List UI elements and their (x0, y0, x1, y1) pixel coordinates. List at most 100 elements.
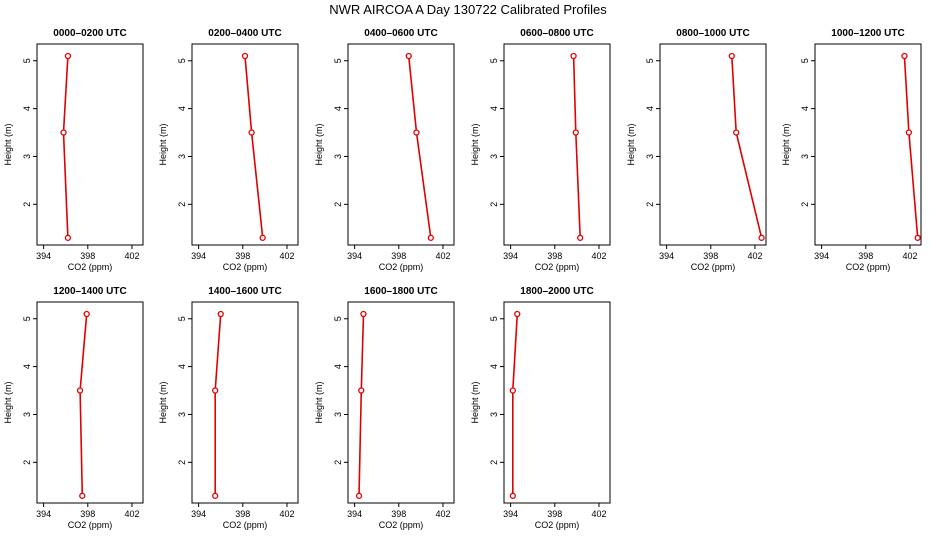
y-tick-label: 2 (333, 202, 343, 207)
y-tick-label: 2 (177, 460, 187, 465)
panel-frame (191, 43, 299, 246)
profile-line (903, 55, 919, 238)
y-tick-label: 5 (333, 316, 343, 321)
data-point (570, 52, 577, 60)
data-point (64, 52, 72, 60)
x-tick-label: 402 (124, 509, 139, 519)
x-axis-label: CO2 (ppm) (223, 520, 268, 530)
x-axis-label: CO2 (ppm) (68, 520, 113, 530)
panel-frame (36, 43, 144, 246)
y-tick-label: 3 (177, 412, 187, 417)
profile-line (244, 55, 264, 238)
x-tick-label: 398 (235, 251, 250, 261)
y-tick-label: 4 (489, 364, 499, 369)
panel-8: 1400–1600 UTC 394 398 402 2 3 4 5 CO2 (ppm) Heigh… (158, 286, 299, 530)
y-tick-label: 5 (177, 58, 187, 63)
y-tick-label: 4 (22, 106, 32, 111)
data-point (509, 387, 516, 394)
x-axis-label: CO2 (ppm) (68, 262, 113, 272)
y-axis-label: Height (m) (314, 123, 324, 165)
y-tick-label: 2 (22, 202, 32, 207)
y-tick-label: 3 (333, 154, 343, 159)
data-point (360, 310, 367, 318)
x-tick-label: 402 (279, 509, 294, 519)
x-axis-label: CO2 (ppm) (223, 262, 268, 272)
data-point (901, 52, 908, 60)
data-point (514, 310, 521, 318)
panel-1: 0000–0200 UTC 394 398 402 2 3 4 5 CO2 (ppm) Heigh… (3, 28, 144, 272)
data-point (427, 234, 434, 241)
x-tick-label: 394 (503, 509, 518, 519)
panel-frame (347, 301, 455, 504)
x-tick-label: 394 (191, 509, 206, 519)
x-tick-label: 394 (814, 251, 829, 261)
x-axis-label: CO2 (ppm) (535, 520, 580, 530)
panel-title: 0600–0800 UTC (520, 28, 593, 39)
y-tick-label: 3 (645, 154, 655, 159)
data-point (212, 387, 219, 394)
y-tick-label: 2 (22, 460, 32, 465)
data-point (758, 234, 765, 241)
x-tick-label: 394 (347, 509, 362, 519)
y-tick-label: 2 (645, 202, 655, 207)
y-tick-label: 4 (333, 106, 343, 111)
panel-2: 0200–0400 UTC 394 398 402 2 3 4 5 CO2 (ppm) Heigh… (158, 28, 299, 272)
panel-7: 1200–1400 UTC 394 398 402 2 3 4 5 CO2 (ppm) Heigh… (3, 286, 144, 530)
panel-5: 0800–1000 UTC 394 398 402 2 3 4 5 CO2 (ppm) Heigh… (626, 28, 767, 272)
panel-frame (814, 43, 922, 246)
panel-title: 0200–0400 UTC (208, 28, 281, 39)
y-tick-label: 4 (177, 106, 187, 111)
x-tick-label: 402 (279, 251, 294, 261)
profile-line (358, 313, 365, 496)
y-tick-label: 5 (489, 58, 499, 63)
data-point (572, 129, 579, 136)
data-point (405, 52, 412, 60)
y-tick-label: 5 (333, 58, 343, 63)
panel-3: 0400–0600 UTC 394 398 402 2 3 4 5 CO2 (ppm) Heigh… (314, 28, 455, 272)
profile-line (511, 313, 519, 496)
y-tick-label: 3 (800, 154, 810, 159)
x-axis-label: CO2 (ppm) (379, 262, 424, 272)
data-point (358, 387, 365, 394)
panel-frame (659, 43, 767, 246)
panel-frame (36, 301, 144, 504)
data-point (413, 129, 420, 136)
x-axis-label: CO2 (ppm) (379, 520, 424, 530)
y-tick-label: 2 (489, 460, 499, 465)
y-axis-label: Height (m) (781, 123, 791, 165)
y-tick-label: 4 (489, 106, 499, 111)
profile-line (572, 55, 581, 238)
y-tick-label: 3 (333, 412, 343, 417)
profile-line (214, 313, 222, 496)
x-tick-label: 398 (858, 251, 873, 261)
profile-line (731, 55, 763, 238)
panel-frame (191, 301, 299, 504)
y-tick-label: 2 (800, 202, 810, 207)
y-tick-label: 3 (489, 154, 499, 159)
profile-line (62, 55, 69, 238)
panel-title: 1800–2000 UTC (520, 286, 593, 297)
panel-title: 0800–1000 UTC (676, 28, 749, 39)
x-tick-label: 402 (591, 509, 606, 519)
x-axis-label: CO2 (ppm) (691, 262, 736, 272)
x-tick-label: 394 (191, 251, 206, 261)
data-point (259, 234, 266, 241)
y-axis-label: Height (m) (158, 381, 168, 423)
y-tick-label: 5 (489, 316, 499, 321)
data-point (83, 310, 90, 318)
y-axis-label: Height (m) (3, 123, 13, 165)
x-tick-label: 394 (36, 509, 51, 519)
y-tick-label: 3 (22, 154, 32, 159)
panel-grid: 0000–0200 UTC 394 398 402 2 3 4 5 CO2 (ppm) Heigh… (3, 28, 922, 530)
panel-9: 1600–1800 UTC 394 398 402 2 3 4 5 CO2 (ppm) Heigh… (314, 286, 455, 530)
y-axis-label: Height (m) (3, 381, 13, 423)
y-tick-label: 4 (333, 364, 343, 369)
data-point (217, 310, 224, 318)
data-point (60, 129, 67, 136)
panel-title: 1400–1600 UTC (208, 286, 281, 297)
x-tick-label: 398 (547, 251, 562, 261)
x-axis-label: CO2 (ppm) (535, 262, 580, 272)
x-tick-label: 398 (391, 251, 406, 261)
x-tick-label: 394 (36, 251, 51, 261)
y-tick-label: 5 (800, 58, 810, 63)
